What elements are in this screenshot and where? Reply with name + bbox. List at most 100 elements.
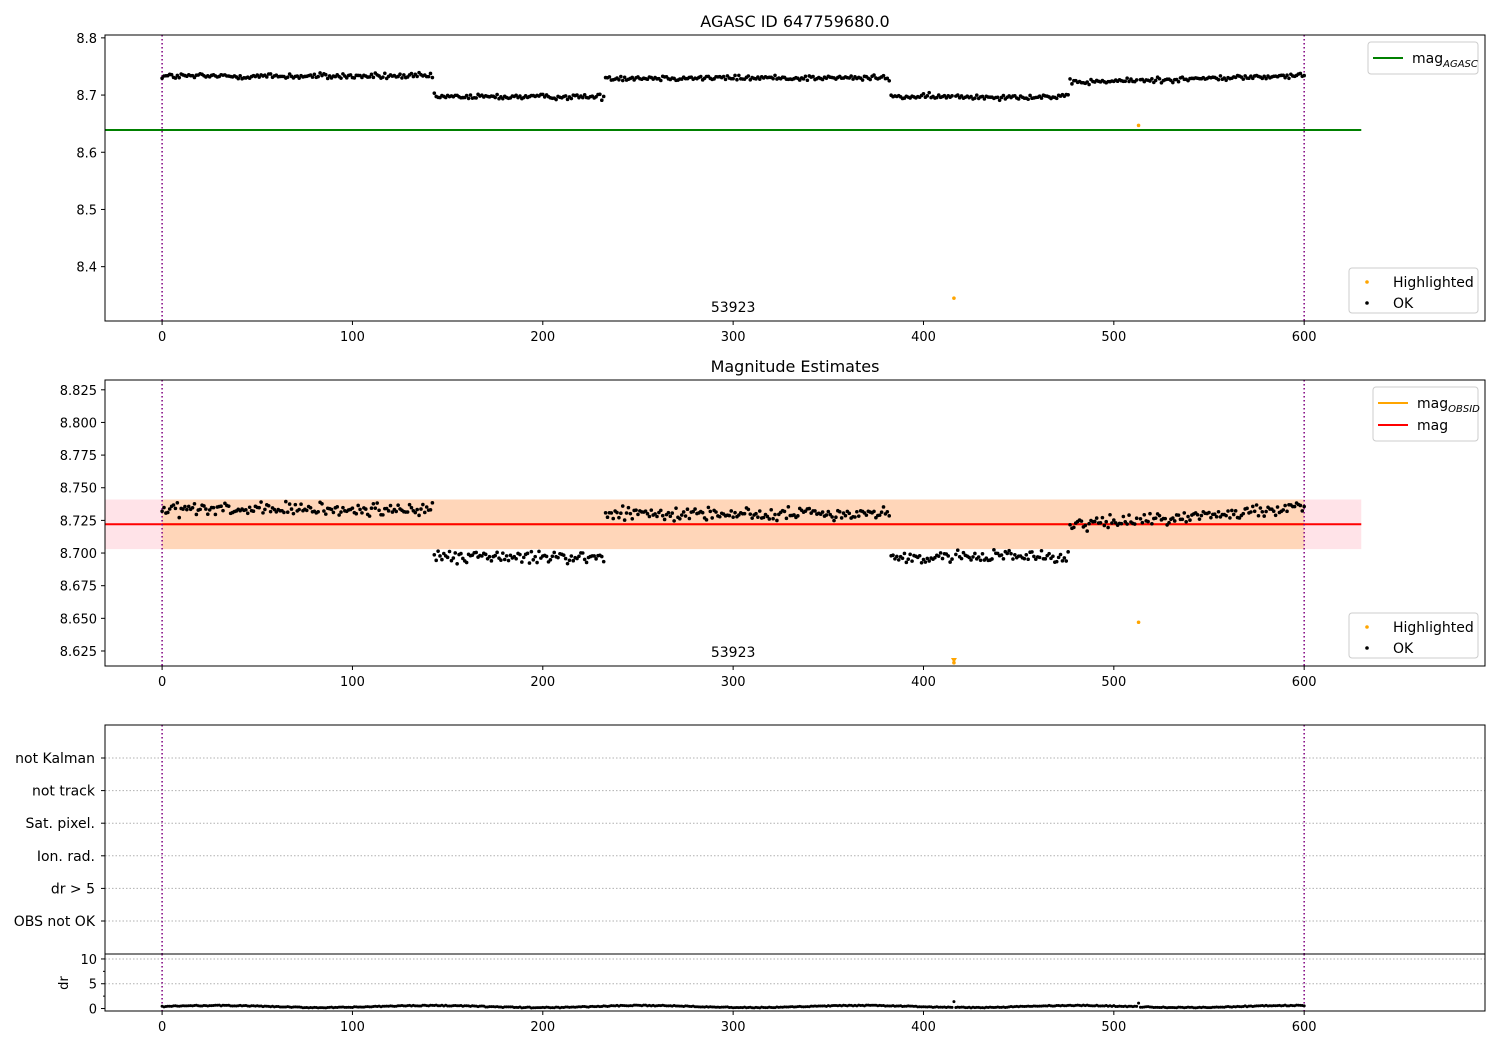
top-ok-point [974,93,979,97]
mid-ok-point [1224,513,1228,518]
mid-ok-point [245,511,250,516]
mid-ok-point [194,512,199,517]
top-ok-point [600,98,604,103]
mid-ok-point [569,554,574,558]
mid-ok-point [185,507,189,512]
mid-ok-point [976,555,981,559]
mid-ok-point [1163,516,1168,521]
top-highlighted-point [1136,123,1141,128]
top-ok-point [381,75,385,79]
mid-ok-point [192,502,197,506]
top-legend-label-agasc: magAGASC [1412,51,1478,70]
mid-ok-point [1171,516,1175,520]
mid-ok-point [1153,516,1158,520]
mid-xtick-label: 400 [911,675,936,690]
mid-ok-point [594,557,598,561]
mid-legend-label-main: mag [1417,418,1448,434]
mid-ok-point [647,514,652,519]
top-xtick-label: 400 [911,330,936,345]
top-axes-frame [104,34,1486,322]
mid-ok-point [409,505,414,510]
top-ok-point [173,76,178,80]
mid-ok-point [1252,509,1257,514]
mid-ok-point [978,558,983,563]
mid-ok-point [645,511,650,516]
mid-ok-point [356,503,360,508]
mid-ok-point [1138,517,1143,521]
top-axis-ticks: 0 100 200 300 400 500 600 8.4 8.5 8.6 8.7 8.8 [76,32,1316,345]
mid-ok-point [518,552,522,557]
mid-ok-point [1195,512,1200,517]
top-ok-point [268,72,273,76]
mid-ok-point [1226,509,1230,513]
mid-ok-point [506,558,511,563]
top-ok-point [950,94,954,98]
top-legend-label-sub: AGASC [1442,59,1478,70]
top-ok-point [1070,82,1074,86]
mid-ok-point [847,511,852,516]
mid-ok-point [544,554,549,559]
mid-ok-point [643,509,648,513]
top-highlighted-point [952,296,956,300]
top-ok-point [1123,79,1128,84]
mid-ok-point [881,505,886,509]
mid-ok-point [1197,517,1202,521]
mid-ok-point [710,516,714,520]
mid-ok-point [653,512,657,516]
top-ok-point [1087,82,1091,87]
top-ok-point [238,74,242,78]
top-ok-point [1285,73,1289,78]
mid-ok-point [480,554,484,558]
mid-ok-point [533,554,537,559]
mid-ok-point [718,514,722,519]
mid-ok-point [324,512,328,516]
top-xtick-label: 500 [1101,330,1126,345]
mid-ok-point [611,516,616,521]
mid-ok-point [885,510,890,514]
mid-ok-point [495,550,499,555]
mid-highlighted-point [1136,620,1141,625]
mid-lower-legend-frame [1348,612,1479,659]
top-ok-point [432,91,437,95]
mid-ok-point [1037,555,1042,560]
mid-ok-point [483,552,488,557]
top-legend-upper: magAGASC [1367,41,1479,75]
mid-ok-point [548,558,553,562]
mid-ok-point [529,549,534,554]
dr-point [952,1000,956,1004]
mid-ok-point [1119,521,1124,526]
mid-ok-point [329,507,334,512]
mid-ok-point [413,510,418,515]
mid-ok-point [204,507,208,511]
mid-ok-point [377,508,381,513]
mid-ok-point [565,561,570,566]
mid-ok-point [521,555,526,560]
mid-ok-point [855,509,859,514]
mid-ok-point [167,507,172,511]
mid-ok-point [440,557,444,562]
mid-ok-point [1134,516,1139,521]
mid-ok-point [782,509,787,514]
mid-ok-point [1062,556,1067,560]
mid-ok-point [1199,513,1204,518]
mid-ok-point [173,506,178,511]
top-lower-legend-frame [1348,267,1479,314]
mid-ok-point [577,554,581,559]
mid-ok-point [923,560,928,564]
top-ok-point [997,98,1002,103]
mid-ok-point [1231,512,1236,517]
mid-ok-point [921,557,926,562]
mid-ok-point [221,508,225,513]
mid-ok-point [1214,514,1219,519]
mid-ok-point [1112,518,1116,522]
mid-ok-point [171,503,176,507]
mid-ok-point [552,550,557,555]
mid-ok-point [742,511,747,516]
mid-ok-point [331,510,336,515]
mid-ok-point [908,552,912,557]
top-ok-point [1224,78,1228,83]
mid-ok-point [293,502,298,507]
mid-ok-point [969,558,973,562]
dr-axes-frame [104,953,1486,1012]
mid-ok-point [1106,525,1110,530]
